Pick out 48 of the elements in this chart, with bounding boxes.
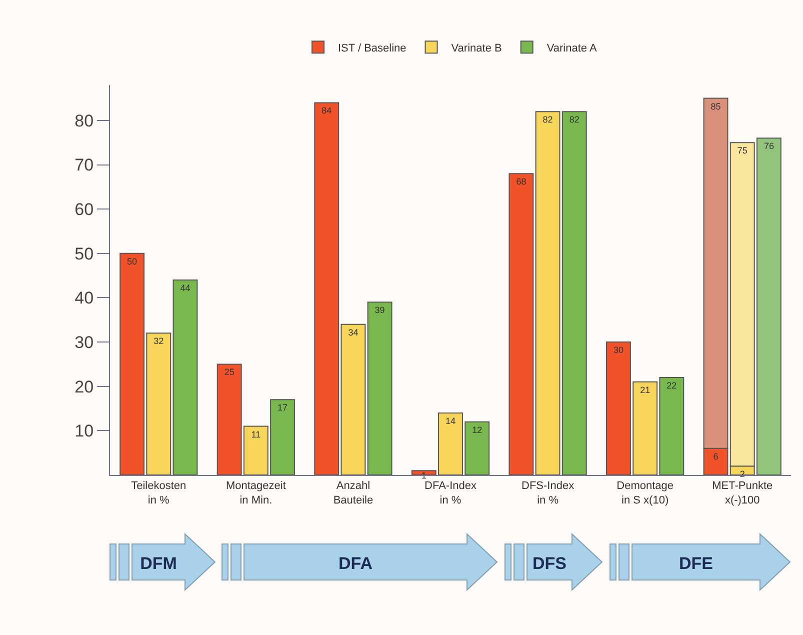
bar [508, 173, 534, 475]
data-label: 12 [472, 424, 482, 435]
text: DFE [679, 554, 713, 573]
legend-label: Varinate A [546, 42, 598, 54]
text: DFS [532, 554, 566, 573]
data-label: 76 [764, 141, 774, 152]
x-tick-label: Anzahl Bauteile [333, 480, 374, 506]
y-tick-label: 20 [74, 377, 94, 396]
data-label: 32 [154, 336, 164, 346]
data-label: 17 [278, 402, 288, 413]
data-label: 22 [666, 380, 677, 390]
data-label: 44 [180, 283, 190, 293]
data-label: 85 [710, 101, 721, 112]
y-tick-label: 60 [74, 200, 94, 220]
x-tick-label: Montagezeit in Min. [226, 480, 286, 506]
data-label: 84 [322, 106, 332, 116]
text: DFA [338, 554, 372, 573]
x-tick-label: Demontage in S x(10) [616, 480, 674, 506]
y-tick-label: 40 [74, 288, 94, 308]
bar [367, 302, 392, 475]
data-label: 82 [542, 114, 553, 125]
bar [172, 280, 198, 475]
x-tick-label: DFS-Index in % [522, 480, 575, 506]
data-label: 14 [445, 416, 456, 426]
y-tick-label: 30 [74, 333, 94, 352]
data-label: 6 [713, 451, 718, 462]
data-label: 75 [737, 146, 748, 156]
data-label: 50 [127, 256, 138, 266]
legend-label: Varinate B [451, 42, 502, 54]
bar [340, 324, 366, 475]
data-label: 30 [613, 345, 624, 356]
y-tick-label: 10 [74, 422, 94, 441]
data-label: 25 [224, 367, 234, 378]
x-tick-label: DFA-Index in % [424, 480, 477, 506]
data-label: 21 [640, 384, 650, 395]
y-tick-label: 80 [74, 111, 94, 130]
y-tick-label: 70 [74, 156, 94, 175]
legend-label: IST / Baseline [338, 42, 406, 54]
y-tick-label: 50 [74, 244, 94, 264]
data-label: 82 [569, 114, 580, 125]
x-tick-label: MET-Punkte x(-)100 [712, 480, 773, 506]
bar [314, 102, 340, 475]
data-label: 11 [251, 429, 261, 440]
x-tick-label: Teilekosten in % [131, 480, 186, 506]
data-label: 34 [348, 327, 358, 338]
text: DFM [140, 554, 177, 573]
data-label: 39 [374, 305, 385, 316]
data-label: 68 [516, 176, 526, 187]
